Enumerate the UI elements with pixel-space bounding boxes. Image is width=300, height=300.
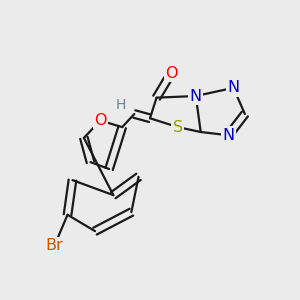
- Text: H: H: [116, 98, 126, 112]
- Text: N: N: [227, 80, 239, 95]
- Text: Br: Br: [46, 238, 63, 253]
- Text: O: O: [165, 66, 178, 81]
- Text: S: S: [173, 120, 183, 135]
- Text: O: O: [94, 113, 106, 128]
- Text: N: N: [223, 128, 235, 143]
- Text: N: N: [190, 88, 202, 104]
